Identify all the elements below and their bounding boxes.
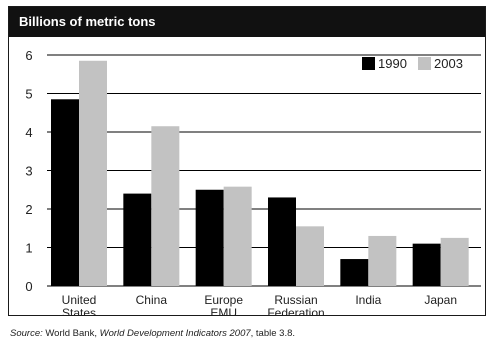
bar-1990 — [340, 259, 369, 286]
y-tick-label: 3 — [25, 164, 32, 179]
x-tick-label: Japan — [424, 293, 457, 307]
legend-label-2003: 2003 — [434, 56, 463, 71]
source-note: Source: World Bank, World Development In… — [10, 328, 295, 339]
x-tick-label: United — [62, 293, 97, 307]
y-tick-label: 2 — [25, 202, 32, 217]
legend-label-1990: 1990 — [378, 56, 407, 71]
bar-2003 — [368, 235, 397, 286]
legend-swatch-1990 — [362, 57, 375, 70]
y-tick-label: 0 — [25, 279, 32, 294]
source-table: , table 3.8. — [250, 328, 296, 339]
x-tick-label: States — [62, 306, 96, 315]
x-tick-label: Europe — [204, 293, 243, 307]
y-tick-label: 4 — [25, 125, 32, 140]
y-tick-label: 1 — [25, 241, 32, 256]
bar-2003 — [440, 237, 469, 286]
x-tick-label: Russian — [274, 293, 317, 307]
bar-1990 — [123, 193, 152, 286]
legend-swatch-2003 — [418, 57, 431, 70]
bar-2003 — [79, 60, 107, 287]
bar-2003 — [223, 186, 252, 286]
x-tick-label: Federation — [267, 306, 324, 315]
bar-2003 — [151, 126, 180, 286]
source-publication: World Development Indicators 2007 — [99, 328, 251, 339]
bar-1990 — [51, 99, 79, 287]
bar-1990 — [195, 189, 224, 286]
bar-1990 — [412, 243, 441, 286]
source-prefix: Source: — [10, 328, 43, 339]
x-tick-label: EMU — [210, 306, 237, 315]
y-tick-label: 6 — [25, 48, 32, 63]
chart-title: Billions of metric tons — [19, 14, 156, 29]
y-tick-label: 5 — [25, 87, 32, 102]
x-tick-label: China — [136, 293, 168, 307]
chart-frame: Billions of metric tons 0 1 2 3 4 5 6 United Sta… — [8, 6, 486, 316]
chart-title-bar: Billions of metric tons — [9, 7, 485, 37]
bar-2003 — [296, 226, 324, 286]
x-tick-label: India — [355, 293, 381, 307]
bar-1990 — [268, 197, 296, 286]
source-text: World Bank, — [42, 328, 100, 339]
